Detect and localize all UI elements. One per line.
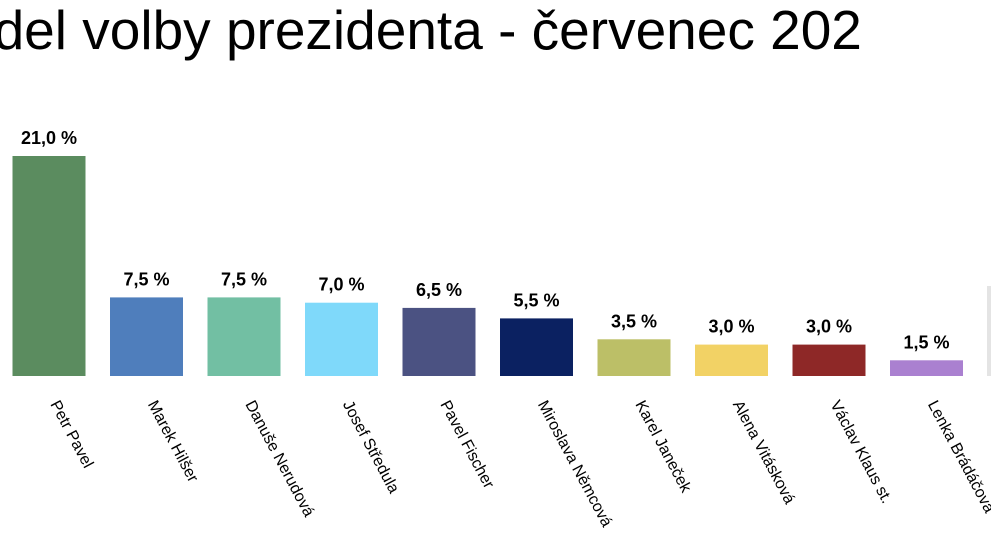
bar (597, 339, 671, 376)
category-label: Lenka Brádáčová (924, 398, 991, 516)
bar (207, 297, 281, 376)
data-label: 6,5 % (416, 280, 462, 300)
category-label: Josef Středula (339, 398, 402, 496)
data-label: 21,0 % (21, 128, 77, 148)
bar (792, 344, 866, 376)
category-label: Pavel Fischer (436, 398, 497, 492)
category-label: Alena Vitásková (729, 398, 798, 507)
bar (110, 297, 183, 376)
chart-title: odel volby prezidenta - červenec 202 (0, 0, 862, 61)
data-label: 5,5 % (513, 290, 559, 310)
category-label: Miroslava Němcová (534, 398, 615, 530)
data-label: 7,0 % (318, 275, 364, 295)
data-label: 7,5 % (123, 269, 169, 289)
data-label: 3,0 % (708, 317, 754, 337)
category-label: Petr Pavel (46, 398, 96, 471)
data-label: 3,5 % (611, 311, 657, 331)
bar (890, 360, 963, 376)
category-label: Karel Janeček (631, 398, 694, 496)
bar (12, 156, 86, 376)
edge-fragment (987, 286, 991, 376)
bar (305, 302, 378, 376)
category-label: Danuše Nerudová (241, 398, 317, 520)
data-label: 1,5 % (903, 332, 949, 352)
data-label: 7,5 % (221, 269, 267, 289)
bar (500, 318, 573, 376)
bar (695, 344, 768, 376)
category-label: Marek Hilšer (144, 398, 201, 486)
bar (402, 307, 476, 376)
category-label: Václav Klaus st. (826, 398, 894, 506)
data-label: 3,0 % (806, 317, 852, 337)
